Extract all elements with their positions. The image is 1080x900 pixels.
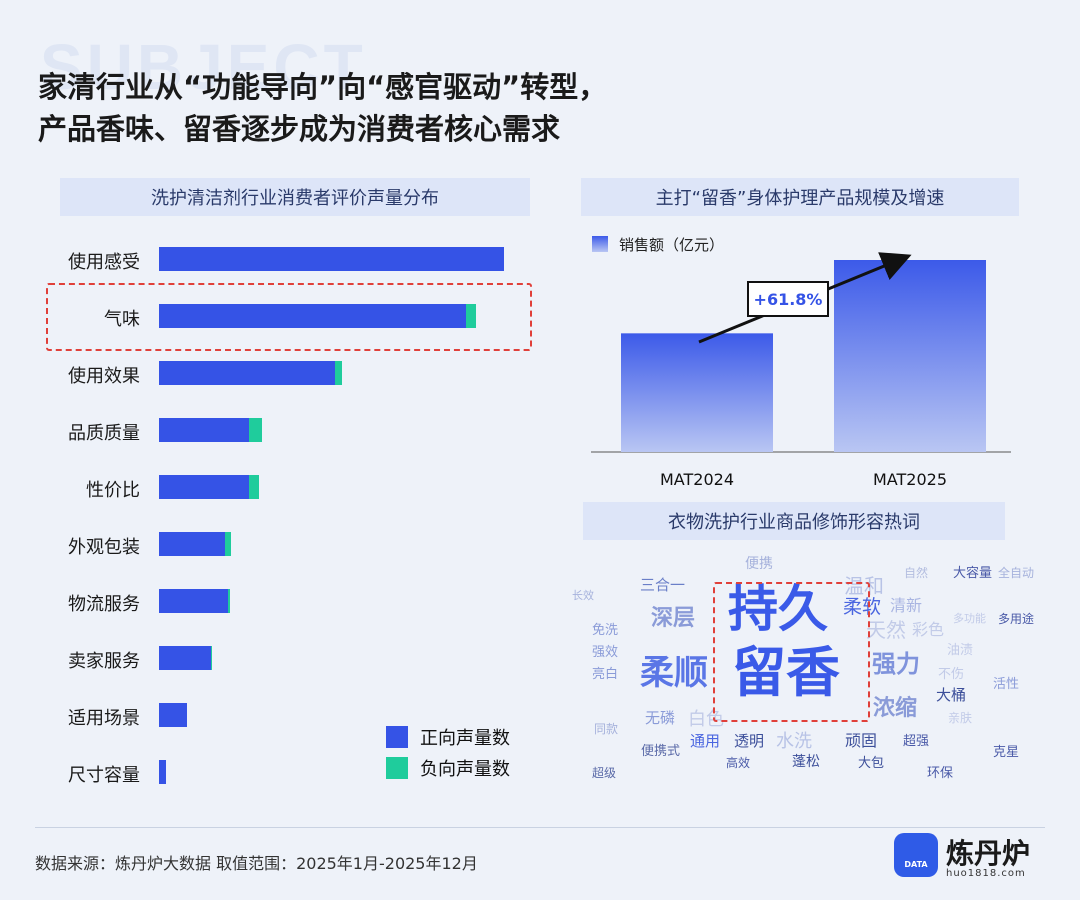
word-cloud-word: 持久	[728, 580, 828, 638]
bar-positive	[159, 703, 187, 727]
background-watermark-word: SUBJECT	[40, 31, 367, 103]
word-cloud-word: 同款	[594, 722, 619, 736]
category-label: 气味	[104, 309, 140, 330]
word-cloud-word: 油渍	[947, 643, 974, 658]
legend-item-positive: 正向声量数	[386, 724, 510, 750]
data-source-note: 数据来源：炼丹炉大数据 取值范围：2025年1月-2025年12月	[35, 854, 478, 873]
left-chart-title: 洗护清洁剂行业消费者评价声量分布	[60, 178, 530, 216]
growth-label-box	[747, 281, 829, 317]
sales-bar	[621, 333, 773, 452]
word-cloud-word: 清新	[890, 596, 923, 615]
bar-negative	[210, 646, 213, 670]
sales-category-label: MAT2025	[873, 470, 947, 489]
word-cloud-title: 衣物洗护行业商品修饰形容热词	[583, 502, 1005, 540]
word-cloud-word: 环保	[927, 766, 954, 781]
bar-negative	[228, 589, 230, 613]
word-cloud-word: 深层	[651, 606, 696, 631]
word-cloud-word: 不伤	[938, 667, 965, 682]
sales-category-label: MAT2024	[660, 470, 734, 489]
bar-positive	[159, 760, 166, 784]
word-cloud-word: 水洗	[776, 731, 812, 752]
word-cloud-word: 透明	[734, 732, 765, 750]
word-cloud-word: 便携式	[641, 744, 681, 759]
word-cloud-word: 免洗	[592, 623, 619, 638]
highlight-box-keywords	[713, 582, 870, 722]
logo-url: huo1818.com	[946, 868, 1026, 879]
sales-legend-label: 销售额（亿元）	[619, 236, 724, 254]
word-cloud-word: 高效	[726, 756, 751, 770]
word-cloud-word: 活性	[993, 677, 1020, 692]
footer-divider	[35, 827, 1045, 828]
word-cloud-word: 亲肤	[948, 711, 973, 725]
category-label: 适用场景	[68, 708, 140, 729]
word-cloud-word: 顽固	[845, 731, 878, 750]
category-label: 卖家服务	[68, 651, 140, 672]
bar-positive	[159, 646, 211, 670]
word-cloud-word: 浓缩	[873, 696, 918, 721]
page-title: 家清行业从“功能导向”向“感官驱动”转型， 产品香味、留香逐步成为消费者核心需求	[38, 66, 607, 150]
word-cloud-word: 蓬松	[792, 754, 820, 770]
legend-label-negative: 负向声量数	[420, 759, 510, 780]
category-label: 尺寸容量	[68, 765, 140, 786]
word-cloud-word: 超级	[592, 766, 617, 780]
word-cloud-word: 超强	[903, 734, 930, 749]
word-cloud-word: 大桶	[936, 686, 967, 704]
page-title-line-2: 产品香味、留香逐步成为消费者核心需求	[38, 112, 561, 146]
word-cloud-word: 强效	[592, 645, 619, 660]
bar-negative	[248, 418, 263, 442]
sales-bar	[834, 260, 986, 452]
word-cloud-word: 天然	[866, 618, 906, 642]
word-cloud-word: 多功能	[953, 612, 986, 625]
word-cloud-word: 通用	[690, 732, 721, 750]
word-cloud-word: 三合一	[640, 576, 686, 594]
word-cloud-word: 大包	[858, 756, 885, 771]
bar-positive	[159, 475, 249, 499]
word-cloud-word: 长效	[572, 589, 594, 602]
category-label: 性价比	[86, 480, 140, 501]
sales-legend-swatch	[592, 236, 608, 252]
bar-negative	[466, 304, 477, 328]
word-cloud-word: 白色	[688, 709, 724, 730]
sales-bar-chart: 销售额（亿元） +61.8% MAT2024 MAT2025	[591, 236, 1011, 489]
bar-positive	[159, 304, 467, 328]
bar-positive	[159, 418, 249, 442]
category-label: 外观包装	[68, 537, 140, 558]
legend-item-negative: 负向声量数	[386, 755, 510, 781]
category-label: 品质质量	[68, 423, 140, 444]
bar-positive	[159, 361, 335, 385]
bar-negative	[248, 475, 260, 499]
category-label: 使用效果	[68, 366, 140, 387]
word-cloud-word: 无磷	[645, 709, 676, 727]
category-label: 物流服务	[68, 594, 140, 615]
word-cloud-word: 柔顺	[640, 653, 708, 693]
word-cloud-word: 温和	[844, 574, 884, 598]
word-cloud-word: 大容量	[953, 566, 993, 581]
word-cloud-word: 多用途	[998, 612, 1035, 626]
word-cloud-word: 留香	[732, 641, 840, 704]
word-cloud-word: 克星	[993, 745, 1020, 760]
word-cloud-word: 柔软	[843, 596, 882, 618]
right-chart-title: 主打“留香”身体护理产品规模及增速	[581, 178, 1019, 216]
logo-badge: DATA	[904, 860, 928, 869]
word-cloud-word: 全自动	[998, 566, 1035, 580]
logo-name: 炼丹炉	[946, 837, 1031, 870]
bar-positive	[159, 532, 225, 556]
bar-positive	[159, 247, 504, 271]
word-cloud-word: 亮白	[592, 667, 619, 682]
page-title-line-1: 家清行业从“功能导向”向“感官驱动”转型，	[38, 70, 608, 104]
bar-negative	[334, 361, 342, 385]
word-cloud-word: 自然	[904, 566, 929, 580]
word-cloud-word: 强力	[872, 650, 920, 678]
highlight-box-odor	[46, 283, 532, 351]
logo-icon: DATA	[894, 833, 938, 877]
growth-label: +61.8%	[754, 290, 823, 309]
bar-positive	[159, 589, 228, 613]
legend-swatch-negative	[386, 757, 408, 779]
legend-label-positive: 正向声量数	[420, 728, 510, 749]
word-cloud-word: 彩色	[912, 620, 945, 639]
bar-negative	[224, 532, 232, 556]
word-cloud-word: 便携	[745, 556, 773, 572]
category-label: 使用感受	[68, 252, 140, 273]
legend-swatch-positive	[386, 726, 408, 748]
